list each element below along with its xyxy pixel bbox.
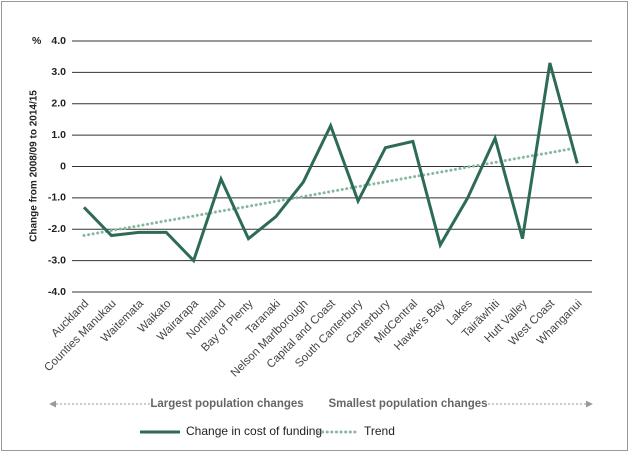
y-tick-label: -4.0 bbox=[48, 286, 66, 298]
y-tick-label: 4.0 bbox=[51, 35, 66, 47]
y-tick-label: 2.0 bbox=[51, 98, 66, 110]
series-line bbox=[82, 62, 579, 264]
annotation: Smallest population changes bbox=[328, 398, 487, 410]
y-tick-label: -2.0 bbox=[48, 223, 66, 235]
y-tick-label: 3.0 bbox=[51, 66, 66, 78]
series-line bbox=[82, 146, 579, 238]
y-tick-label: 0 bbox=[60, 160, 66, 172]
y-axis-title: Change from 2008/09 to 2014/15 bbox=[29, 90, 40, 242]
annotation: Largest population changes bbox=[150, 398, 303, 410]
y-tick-label: 1.0 bbox=[51, 129, 66, 141]
y-unit: % bbox=[32, 35, 42, 47]
legend-label: Change in cost of funding bbox=[186, 424, 322, 438]
legend-label: Trend bbox=[364, 424, 395, 438]
y-tick-label: -3.0 bbox=[48, 254, 66, 266]
y-tick-label: -1.0 bbox=[48, 192, 66, 204]
